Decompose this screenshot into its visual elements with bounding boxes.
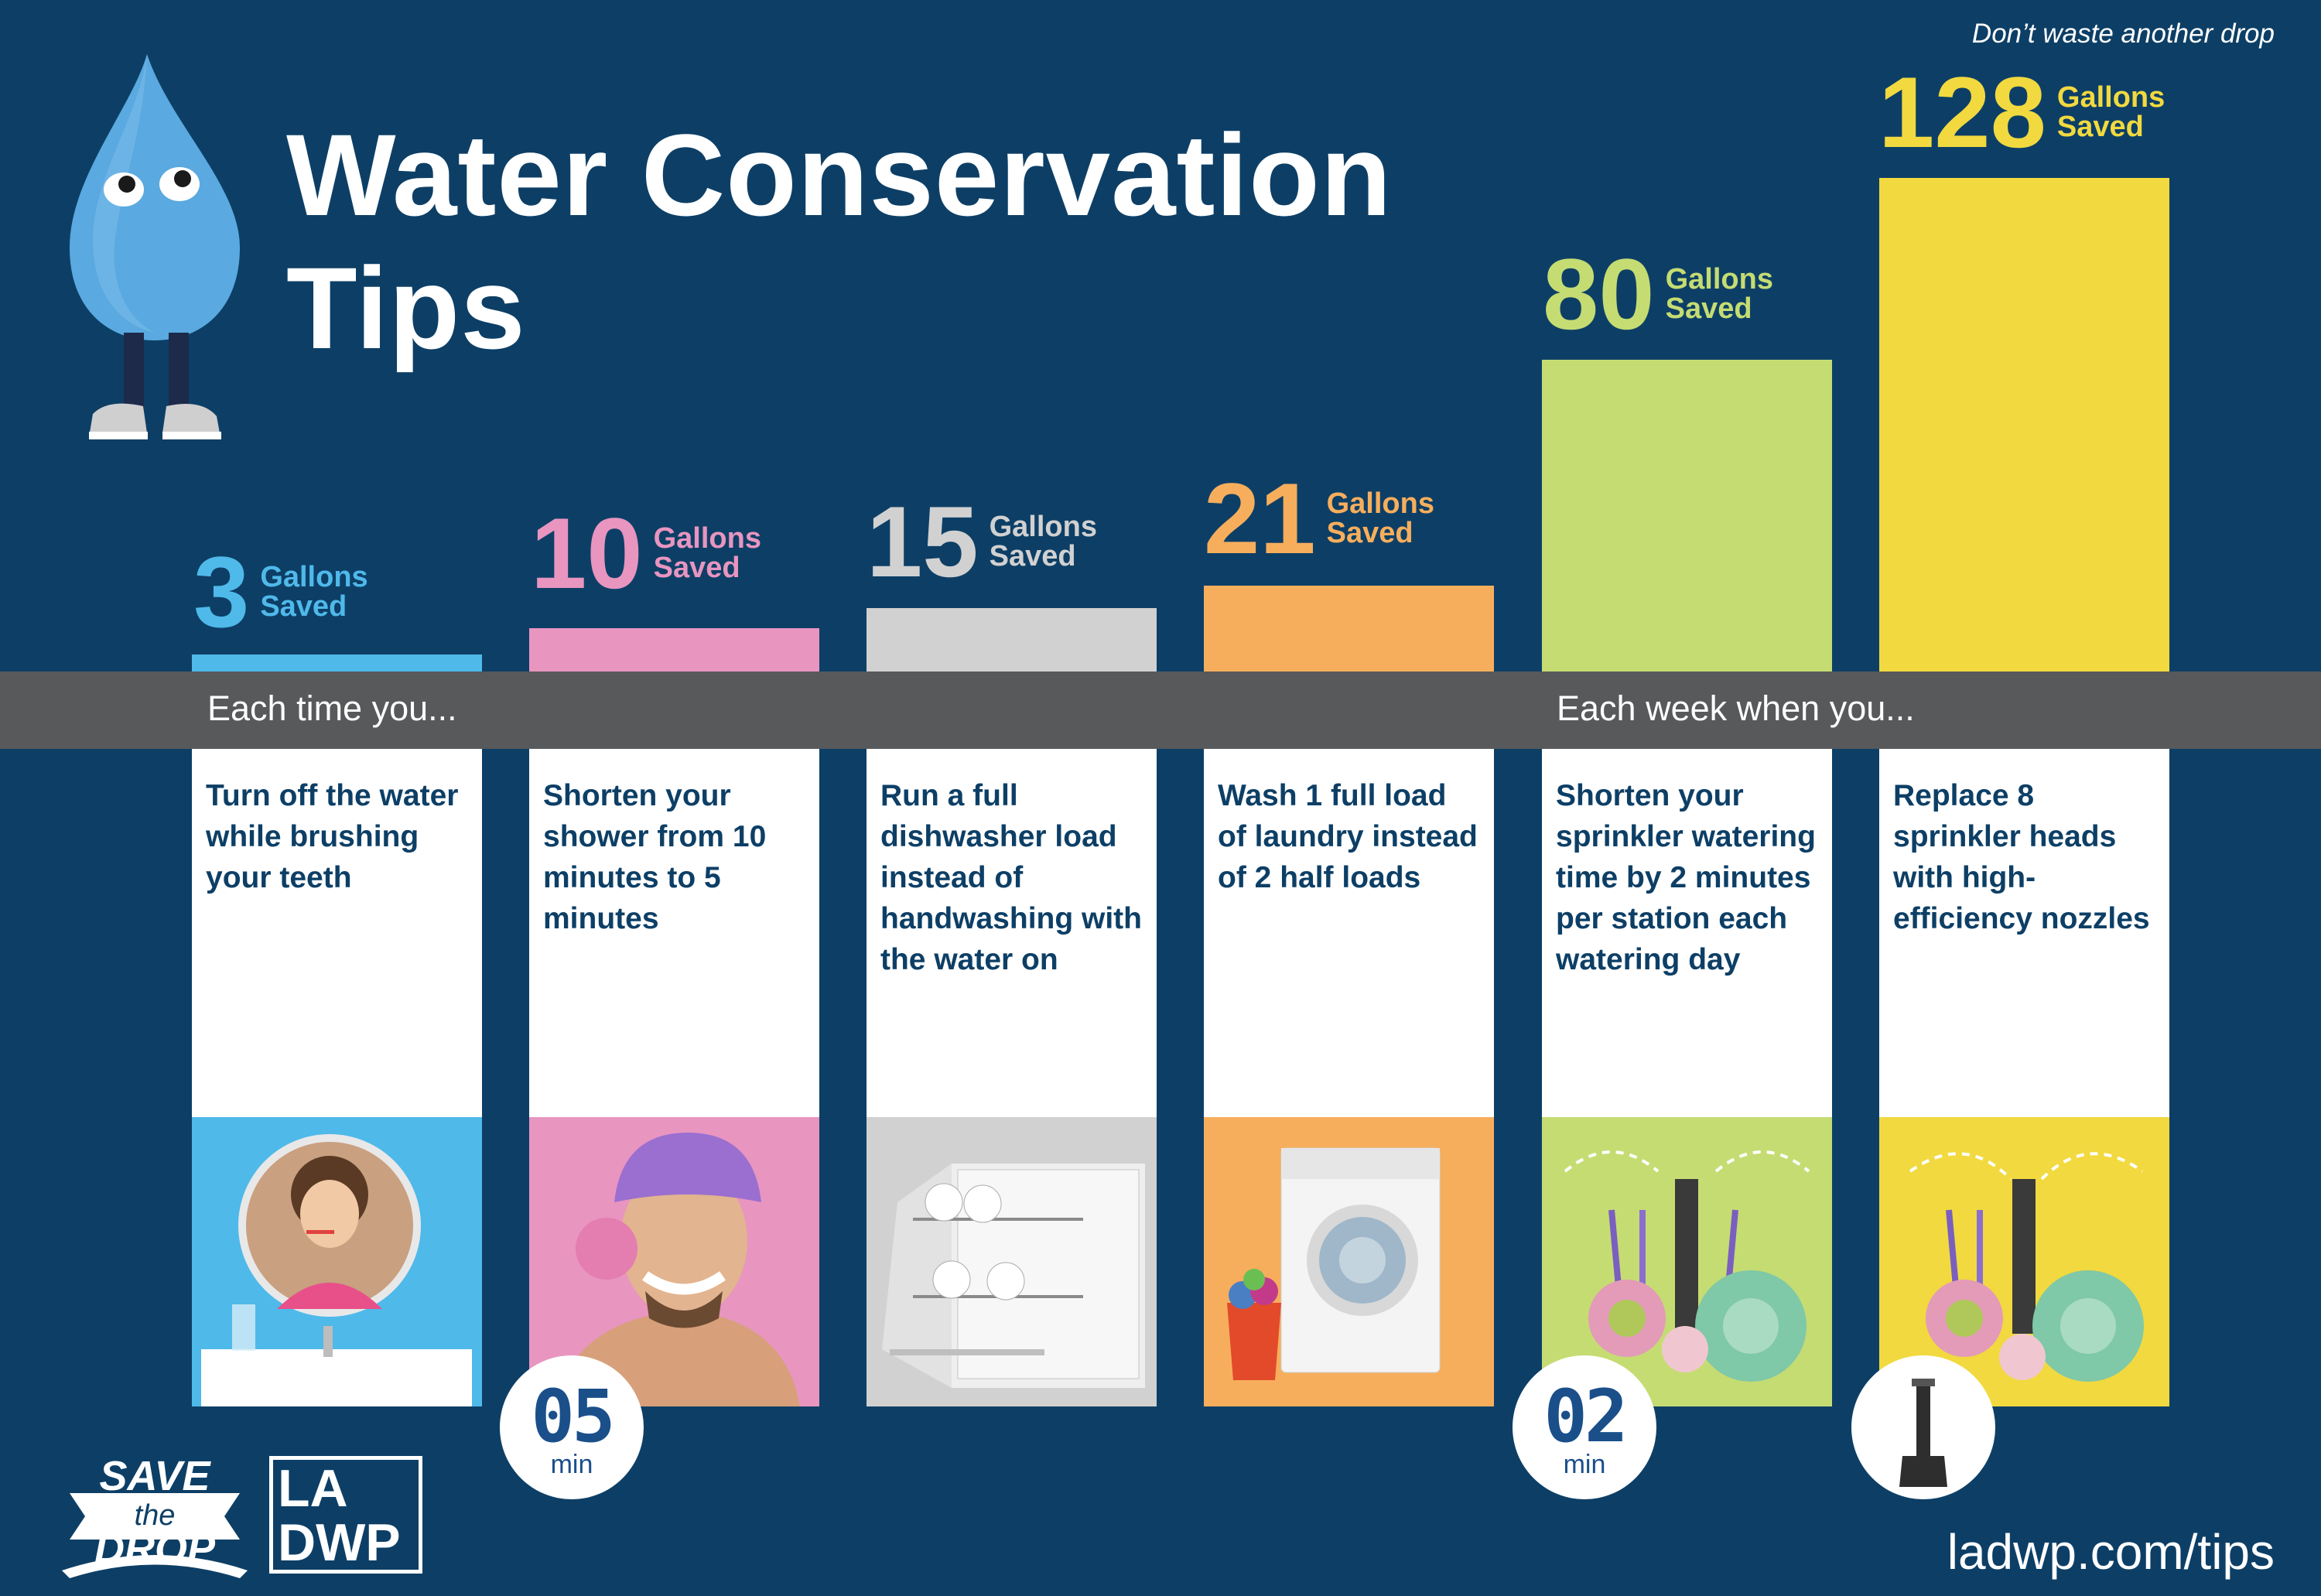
save-the-drop-logo: SAVE the DROP [54,1454,255,1578]
stat-1: 10 Gallons Saved [531,503,761,603]
sprinkler-nozzle-icon [1899,1379,1947,1487]
bar-0 [192,654,482,672]
tip-highlight: 10 [732,820,767,853]
man-shower-cap-icon [552,1133,800,1406]
band-label-right: Each week when you... [1557,689,1915,728]
gallons-label: Gallons Saved [2056,81,2165,143]
tagline: Don’t waste another drop [1971,19,2275,49]
title-line-2: Tips [286,243,526,373]
tip-highlight: 1 [1305,779,1323,812]
tip-text-mid: minutes to [543,861,705,894]
tip-text-post: half loads [1271,861,1421,894]
gallons-label: Gallons Saved [989,511,1097,572]
gallons-value: 128 [1878,56,2046,169]
tip-highlight: 2 [1254,861,1272,894]
gallons-value: 3 [193,535,250,648]
tip-text-pre: Wash [1218,779,1306,812]
tip-text: Run a full dishwasher load instead of ha… [880,779,1142,976]
tip-text-mid: full load of laundry instead of [1218,779,1478,894]
picture-shower [529,1117,819,1406]
band-each-time [0,672,1496,749]
bar-1 [529,628,819,672]
gallons-label: Gallons Saved [1665,263,1773,325]
stat-0: 3 Gallons Saved [193,542,368,642]
sprinkler-nozzle-succulents-icon [1909,1152,2144,1382]
bar-5 [1879,178,2169,672]
timer-badge-05: 05 min [500,1355,644,1499]
bar-2 [867,608,1157,672]
picture-dishwasher [867,1117,1157,1406]
tip-highlight: 5 [704,861,721,894]
picture-brushing-teeth [192,1117,482,1406]
tip-card-2: Run a full dishwasher load instead of ha… [867,749,1157,1117]
drop-text: DROP [94,1526,215,1572]
ladwp-logo: LA DWP [269,1456,422,1574]
band-label-left: Each time you... [207,689,457,728]
gallons-value: 15 [867,485,979,598]
timer-badge-02: 02 min [1513,1355,1656,1499]
gallons-value: 21 [1204,462,1316,575]
sprinkler-succulents-icon [1564,1150,1810,1382]
gallons-label: Gallons Saved [260,561,368,623]
mirror-sink-icon [201,1134,472,1406]
timer-unit: min [550,1450,593,1479]
water-drop-mascot-icon [70,54,240,439]
tip-text-pre: Shorten your sprinkler watering time by [1556,779,1816,894]
save-the-drop-logo-icon [62,1493,248,1578]
website-link[interactable]: ladwp.com/tips [1947,1524,2275,1580]
gallons-value: 10 [531,497,643,610]
tip-text-mid: minutes per station each watering day [1556,861,1811,976]
title-line-1: Water Conservation [286,110,1393,240]
bar-4 [1542,360,1832,672]
tip-card-4: Shorten your sprinkler watering time by … [1542,749,1832,1117]
stat-2: 15 Gallons Saved [867,491,1097,592]
tip-card-0: Turn off the water while brushing your t… [192,749,482,1117]
gallons-label: Gallons Saved [653,522,761,584]
tip-text-post: minutes [543,902,659,935]
picture-sprinkler-80 [1542,1117,1832,1406]
nozzle-badge [1851,1355,1995,1499]
stat-4: 80 Gallons Saved [1543,244,1773,344]
ladwp-logo-line-2: DWP [278,1513,401,1572]
page-title: Water Conservation Tips [286,108,1392,374]
band-each-week [1496,672,2321,749]
tip-text-pre: Replace [1893,779,2018,812]
picture-washing-machine [1204,1117,1494,1406]
tip-card-1: Shorten your shower from 10 minutes to 5… [529,749,819,1117]
timer-digits: 02 [1543,1375,1628,1459]
tip-text-pre: Shorten your shower from [543,779,733,853]
ladwp-logo-line-1: LA [278,1459,348,1518]
bar-3 [1204,586,1494,672]
timer-digits: 05 [531,1375,615,1459]
timer-unit: min [1563,1450,1606,1479]
tip-text: Turn off the water while brushing your t… [206,779,459,894]
tip-text-mid: sprinkler heads with high-efficiency noz… [1893,820,2150,935]
gallons-label: Gallons Saved [1326,487,1434,549]
tip-highlight: 8 [2017,779,2035,812]
washing-machine-icon [1227,1147,1441,1380]
tip-highlight: 2 [1670,861,1687,894]
stat-3: 21 Gallons Saved [1204,468,1434,569]
tip-card-5: Replace 8 sprinkler heads with high-effi… [1879,749,2169,1117]
gallons-value: 80 [1543,238,1655,350]
dishwasher-icon [882,1164,1145,1388]
the-text: the [134,1499,176,1532]
save-text: SAVE [99,1453,210,1499]
tip-card-3: Wash 1 full load of laundry instead of 2… [1204,749,1494,1117]
stat-5: 128 Gallons Saved [1878,62,2165,162]
